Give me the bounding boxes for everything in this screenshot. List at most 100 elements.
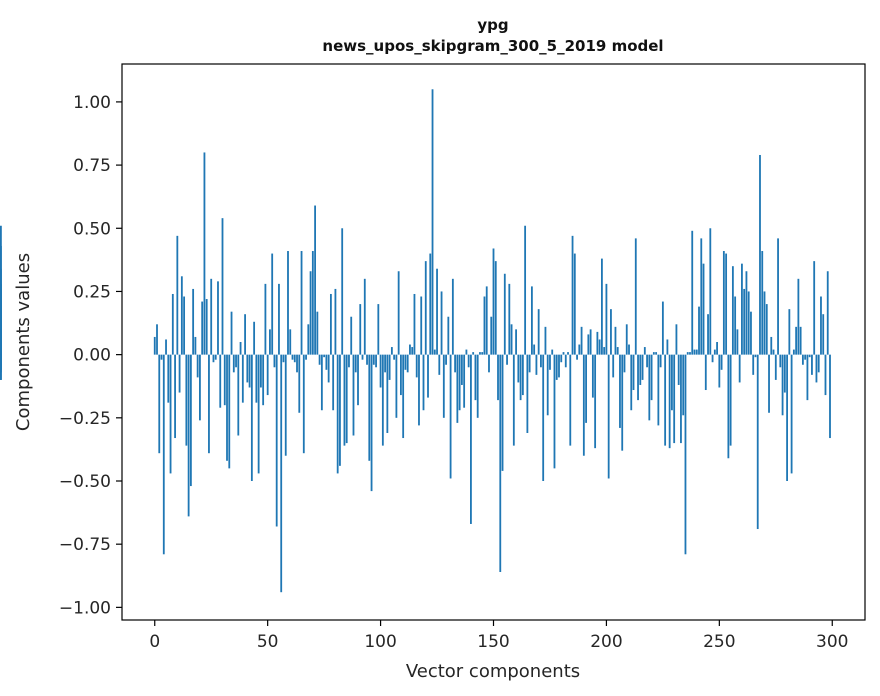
bar — [158, 354, 161, 454]
bar — [0, 329, 2, 355]
bar — [178, 354, 181, 393]
bar — [727, 354, 730, 459]
bar — [661, 301, 664, 355]
bar — [230, 311, 233, 355]
bar — [343, 354, 346, 446]
bar — [702, 263, 705, 355]
bar — [718, 354, 721, 388]
bar — [499, 354, 502, 572]
bar — [743, 288, 746, 355]
bar — [632, 354, 635, 391]
bar — [553, 354, 556, 469]
bar — [605, 283, 608, 355]
bar — [467, 354, 470, 368]
bar — [485, 286, 488, 355]
bar — [180, 276, 183, 355]
bar — [476, 354, 479, 418]
bar — [208, 354, 210, 454]
bar — [585, 354, 587, 423]
bar — [280, 354, 283, 593]
bar — [210, 278, 213, 355]
bar — [503, 273, 506, 355]
bar — [472, 352, 475, 355]
bar — [189, 354, 192, 487]
bar — [616, 347, 619, 355]
bar — [623, 354, 626, 373]
bar — [614, 326, 617, 355]
bar — [587, 334, 590, 355]
bar — [492, 248, 495, 355]
bar — [774, 354, 777, 380]
bar — [341, 228, 344, 355]
bar — [551, 349, 554, 355]
bar — [540, 354, 542, 368]
bar — [352, 354, 355, 436]
bar — [199, 354, 201, 421]
bar — [409, 344, 411, 355]
bar — [345, 354, 348, 444]
bar — [479, 352, 481, 355]
bar — [334, 288, 337, 355]
bar — [603, 347, 606, 355]
y-tick-label: 0.75 — [73, 156, 111, 176]
bar — [555, 354, 558, 380]
bar — [221, 218, 224, 355]
bar — [438, 354, 441, 375]
bar — [300, 251, 303, 355]
y-tick-label: −0.25 — [59, 409, 111, 429]
bar — [314, 205, 316, 355]
bar — [336, 354, 339, 474]
bar — [765, 304, 768, 355]
bar — [546, 354, 549, 416]
bar — [686, 352, 689, 355]
bar — [521, 354, 524, 396]
bar — [741, 263, 743, 355]
bar — [357, 354, 359, 406]
bar — [512, 354, 515, 446]
bar — [282, 354, 285, 363]
bar — [427, 354, 429, 398]
bar — [451, 278, 454, 355]
x-tick-label: 100 — [364, 632, 396, 652]
bar — [205, 299, 208, 355]
bar — [824, 354, 827, 396]
bar — [176, 235, 179, 355]
bar — [494, 261, 497, 355]
bar — [671, 354, 673, 411]
bar — [160, 354, 163, 360]
bar — [801, 354, 804, 365]
bar — [781, 354, 784, 416]
y-tick-label: 0.00 — [73, 346, 111, 366]
bar — [763, 291, 766, 355]
bar — [465, 349, 468, 355]
bar — [413, 293, 416, 355]
bar — [488, 354, 490, 373]
bar — [756, 354, 759, 530]
bar — [203, 152, 206, 355]
bar — [226, 354, 228, 461]
bar — [214, 354, 217, 360]
bar — [201, 301, 204, 355]
bar — [273, 354, 276, 368]
bar — [510, 324, 513, 355]
bar — [709, 228, 712, 355]
bar — [363, 278, 366, 355]
bar — [630, 354, 633, 411]
bar — [612, 354, 615, 378]
bar — [528, 354, 531, 373]
bar — [257, 354, 260, 474]
bar — [729, 354, 732, 446]
bar — [278, 283, 280, 355]
bar — [171, 293, 174, 355]
bar — [530, 286, 533, 355]
bar — [657, 354, 660, 426]
bar — [610, 309, 612, 355]
bar — [232, 354, 235, 373]
bar — [643, 347, 646, 355]
bar — [560, 354, 563, 363]
bar — [187, 354, 190, 517]
y-tick-label: 1.00 — [73, 93, 111, 113]
bar — [388, 354, 391, 380]
bar — [788, 309, 791, 355]
